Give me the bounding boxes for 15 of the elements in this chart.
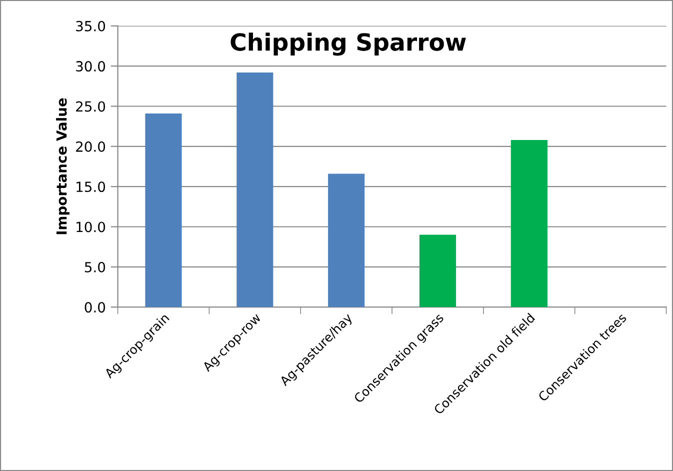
y-tick-label: 30.0 xyxy=(76,61,106,72)
bar xyxy=(328,174,365,308)
y-tick-label: 0.0 xyxy=(84,302,106,313)
bar xyxy=(236,72,274,308)
y-tick-label: 15.0 xyxy=(76,182,106,192)
y-tick-label: 20.0 xyxy=(76,141,106,152)
y-tick-label: 35.0 xyxy=(76,20,106,32)
bar xyxy=(145,113,182,308)
y-tick-label: 5.0 xyxy=(84,262,106,272)
bar xyxy=(510,140,548,308)
y-tick-label: 25.0 xyxy=(76,101,106,112)
bar xyxy=(419,234,456,308)
y-axis-title: Importance Value xyxy=(56,98,70,234)
chart-title: Chipping Sparrow xyxy=(230,32,466,56)
y-tick-label: 10.0 xyxy=(76,222,106,232)
